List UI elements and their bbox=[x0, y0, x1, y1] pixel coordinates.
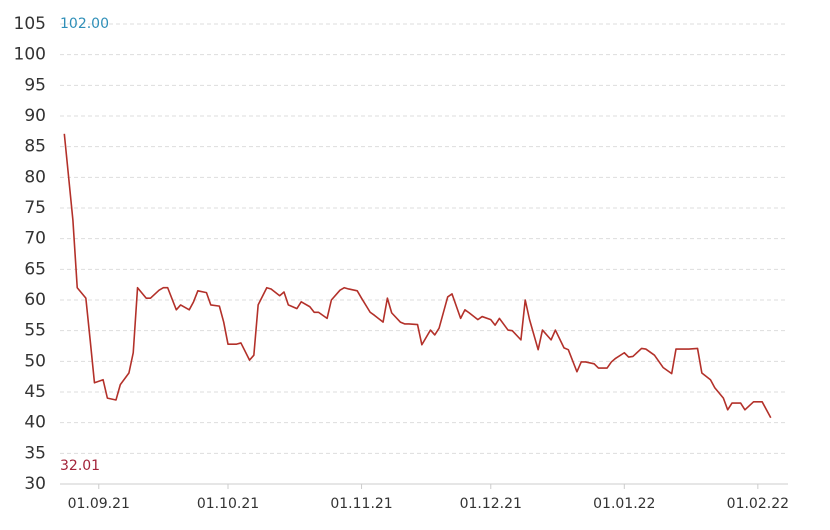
y-tick-label: 45 bbox=[24, 382, 46, 402]
annotation: 32.01 bbox=[60, 458, 100, 474]
x-tick-label: 01.09.21 bbox=[68, 496, 130, 512]
x-tick-label: 01.02.22 bbox=[727, 496, 789, 512]
annotation: 102.00 bbox=[60, 16, 109, 32]
y-tick-label: 30 bbox=[24, 474, 46, 494]
y-tick-label: 60 bbox=[24, 290, 46, 310]
x-tick-label: 01.01.22 bbox=[593, 496, 655, 512]
y-tick-label: 70 bbox=[24, 229, 46, 249]
y-tick-label: 55 bbox=[24, 321, 46, 341]
y-tick-label: 105 bbox=[14, 14, 46, 34]
data-line bbox=[63, 133, 772, 419]
y-tick-label: 80 bbox=[24, 167, 46, 187]
y-tick-label: 40 bbox=[24, 413, 46, 433]
y-tick-label: 35 bbox=[24, 443, 46, 463]
y-tick-label: 65 bbox=[24, 259, 46, 279]
y-tick-label: 100 bbox=[14, 45, 46, 65]
y-tick-label: 90 bbox=[24, 106, 46, 126]
y-tick-label: 75 bbox=[24, 198, 46, 218]
y-tick-label: 85 bbox=[24, 137, 46, 157]
x-tick-label: 01.12.21 bbox=[460, 496, 522, 512]
y-tick-label: 95 bbox=[24, 75, 46, 95]
y-tick-label: 50 bbox=[24, 351, 46, 371]
x-tick-label: 01.11.21 bbox=[330, 496, 392, 512]
x-tick-label: 01.10.21 bbox=[197, 496, 259, 512]
